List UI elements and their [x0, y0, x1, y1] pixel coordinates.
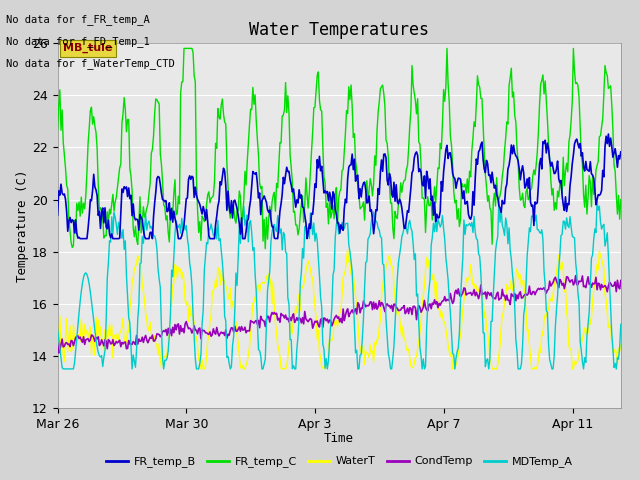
Y-axis label: Temperature (C): Temperature (C)	[16, 169, 29, 282]
Text: No data for f_WaterTemp_CTD: No data for f_WaterTemp_CTD	[6, 58, 175, 69]
Text: No data for f_FR_temp_A: No data for f_FR_temp_A	[6, 14, 150, 25]
Text: No data for f_FD_Temp_1: No data for f_FD_Temp_1	[6, 36, 150, 47]
X-axis label: Time: Time	[324, 432, 354, 445]
Title: Water Temperatures: Water Temperatures	[249, 21, 429, 39]
Legend: FR_temp_B, FR_temp_C, WaterT, CondTemp, MDTemp_A: FR_temp_B, FR_temp_C, WaterT, CondTemp, …	[101, 452, 577, 472]
Text: MB_tule: MB_tule	[63, 43, 113, 53]
